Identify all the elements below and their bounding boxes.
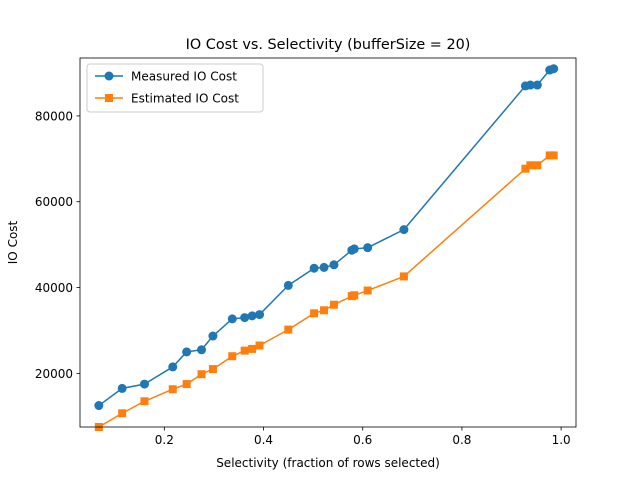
- y-axis-label: IO Cost: [6, 220, 20, 264]
- chart-title: IO Cost vs. Selectivity (bufferSize = 20…: [186, 37, 471, 53]
- data-point-estimated: [255, 341, 264, 350]
- data-point-measured: [309, 263, 319, 273]
- data-point-measured: [139, 379, 149, 389]
- x-tick-label: 1.0: [552, 433, 571, 447]
- x-axis-label: Selectivity (fraction of rows selected): [216, 456, 440, 470]
- data-point-measured: [532, 80, 542, 90]
- axes-frame: [79, 57, 577, 428]
- x-tick-label: 0.6: [353, 433, 372, 447]
- legend-marker-estimated: [105, 94, 113, 102]
- data-point-estimated: [208, 365, 217, 374]
- y-tick-label: 20000: [35, 367, 73, 381]
- y-tick-label: 80000: [35, 109, 73, 123]
- data-point-estimated: [521, 164, 530, 173]
- data-point-measured: [208, 331, 218, 341]
- data-point-measured: [319, 262, 329, 272]
- data-point-measured: [94, 401, 104, 411]
- data-point-estimated: [399, 272, 408, 281]
- data-point-estimated: [284, 325, 293, 334]
- data-point-estimated: [350, 291, 359, 300]
- legend-marker-measured: [104, 71, 114, 81]
- data-point-measured: [197, 345, 207, 355]
- data-point-measured: [363, 243, 373, 253]
- legend-label-measured: Measured IO Cost: [131, 70, 237, 84]
- y-axis: 20000 40000 60000 80000: [35, 109, 80, 381]
- data-point-measured: [399, 225, 409, 235]
- data-point-estimated: [168, 385, 177, 394]
- data-point-estimated: [228, 352, 237, 361]
- data-point-estimated: [320, 306, 329, 315]
- data-point-estimated: [118, 409, 127, 418]
- data-point-estimated: [526, 161, 535, 170]
- data-point-measured: [349, 244, 359, 254]
- data-point-measured: [255, 310, 265, 320]
- data-point-estimated: [240, 346, 249, 355]
- data-point-measured: [329, 260, 339, 270]
- plot-area: [94, 64, 559, 431]
- data-point-measured: [525, 80, 535, 90]
- x-tick-label: 0.8: [452, 433, 471, 447]
- x-tick-label: 0.4: [254, 433, 273, 447]
- data-point-estimated: [310, 309, 319, 318]
- data-point-estimated: [182, 380, 191, 389]
- data-point-estimated: [140, 397, 149, 406]
- legend-box: [86, 63, 264, 113]
- data-point-measured: [247, 311, 257, 321]
- data-point-measured: [168, 362, 178, 372]
- data-point-measured: [283, 280, 293, 290]
- data-point-estimated: [197, 370, 206, 379]
- data-point-estimated: [533, 161, 542, 170]
- data-point-estimated: [363, 286, 372, 295]
- x-axis: 0.2 0.4 0.6 0.8 1.0: [155, 427, 571, 447]
- data-point-estimated: [248, 344, 257, 353]
- x-tick-label: 0.2: [155, 433, 174, 447]
- data-point-measured: [227, 314, 237, 324]
- y-tick-label: 40000: [35, 281, 73, 295]
- data-point-estimated: [329, 300, 338, 309]
- data-point-measured: [182, 347, 192, 357]
- data-point-measured: [117, 383, 127, 393]
- legend: Measured IO Cost Estimated IO Cost: [86, 63, 264, 113]
- data-point-measured: [240, 313, 250, 323]
- y-tick-label: 60000: [35, 195, 73, 209]
- data-point-measured: [549, 64, 559, 74]
- data-point-estimated: [549, 151, 558, 160]
- legend-label-estimated: Estimated IO Cost: [131, 92, 239, 106]
